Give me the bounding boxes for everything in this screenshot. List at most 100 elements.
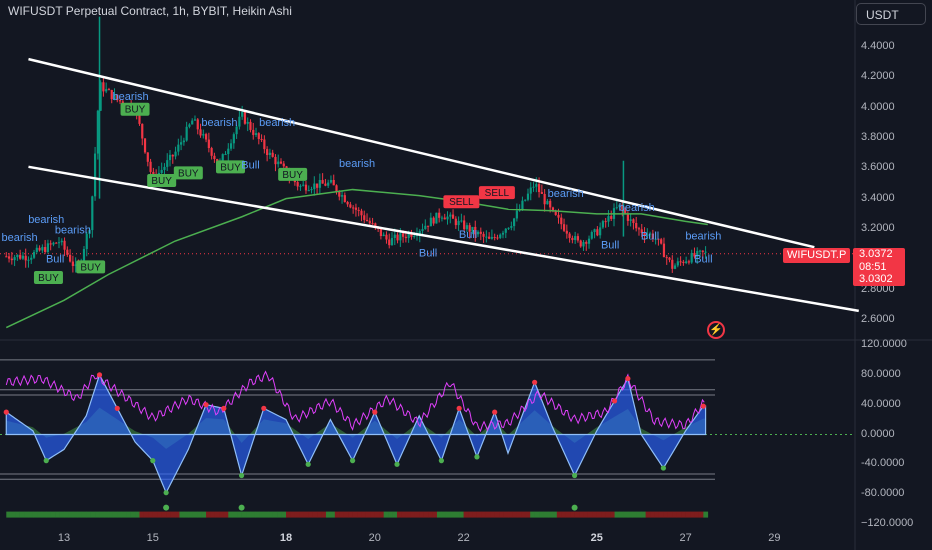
last-price: 3.0372: [859, 248, 893, 260]
candle-body: [565, 230, 568, 234]
state-bar-segment: [28, 511, 34, 518]
signal-label: BUY: [282, 170, 303, 181]
candle-body: [562, 224, 566, 231]
state-bar-segment: [343, 511, 349, 518]
currency-button[interactable]: USDT: [856, 3, 926, 25]
state-bar-segment: [650, 511, 655, 518]
candle-body: [185, 126, 188, 141]
state-bar-segment: [325, 511, 331, 518]
candle-body: [16, 254, 19, 258]
state-bar-segment: [512, 511, 518, 518]
state-bar-segment: [37, 511, 43, 518]
candle-body: [246, 121, 249, 124]
state-bar-segment: [15, 511, 20, 518]
state-bar-segment: [357, 511, 362, 518]
candle-body: [438, 212, 441, 218]
signal-badge: [443, 195, 480, 209]
osc-tick-label: 0.0000: [861, 427, 895, 440]
candle-body: [55, 242, 58, 244]
state-bar-segment: [214, 511, 220, 518]
candle-body: [673, 265, 677, 269]
osc-signal-dot: [239, 472, 245, 479]
candle-body: [382, 234, 385, 237]
state-bar-segment: [241, 511, 247, 518]
state-bar-segment: [259, 511, 265, 518]
signal-badge: [478, 186, 515, 200]
candle-body: [102, 82, 105, 92]
candle-body: [116, 94, 119, 101]
candle-body: [299, 185, 302, 187]
candle-body: [63, 240, 66, 250]
candle-body: [421, 229, 424, 231]
state-bar-segment: [130, 511, 136, 518]
signal-text: bearish: [55, 225, 91, 237]
candle-body: [82, 249, 86, 262]
state-bar-segment: [703, 511, 709, 518]
state-bar-segment: [157, 511, 162, 518]
state-bar-segment: [556, 511, 562, 518]
price-tick-label: 3.8000: [861, 131, 895, 143]
candle-body: [21, 255, 25, 259]
candle-body: [354, 207, 358, 210]
candle-body: [671, 259, 674, 269]
previous-price: 3.0302: [859, 273, 893, 286]
candle-body: [410, 233, 413, 237]
state-bar-segment: [339, 511, 345, 518]
state-bar-segment: [370, 511, 376, 518]
candle-body: [679, 261, 682, 263]
signal-label: BUY: [178, 168, 199, 179]
candle-body: [5, 256, 8, 258]
candle-body: [263, 139, 266, 150]
state-bar-segment: [59, 511, 65, 518]
candle-body: [576, 236, 580, 241]
state-bar-segment: [499, 511, 504, 518]
candle-body: [338, 192, 341, 197]
candle-body: [213, 155, 216, 160]
state-bar-segment: [525, 511, 531, 518]
candle-body: [532, 186, 535, 188]
state-bar-segment: [277, 511, 282, 518]
signal-badge: [216, 160, 245, 174]
candle-body: [91, 196, 94, 231]
state-bar-segment: [654, 511, 660, 518]
state-bar-segment: [561, 511, 567, 518]
candle-body: [57, 242, 61, 244]
candle-body: [329, 179, 333, 183]
candle-body: [357, 209, 360, 211]
candle-body: [180, 142, 183, 145]
state-bar-segment: [397, 511, 402, 518]
candle-body: [665, 257, 668, 259]
candle-body: [99, 82, 102, 111]
state-bar-segment: [41, 511, 47, 518]
candle-body: [188, 124, 191, 127]
candle-body: [501, 232, 505, 235]
candle-body: [274, 156, 277, 165]
candle-body: [346, 202, 349, 205]
candle-body: [402, 233, 405, 237]
signal-text: Bull: [459, 229, 477, 241]
candle-body: [451, 214, 455, 219]
state-bar-segment: [192, 511, 198, 518]
state-bar-segment: [294, 511, 300, 518]
candle-body: [513, 218, 516, 227]
candle-body: [221, 154, 224, 162]
state-bar-segment: [50, 511, 56, 518]
state-bar-segment: [490, 511, 495, 518]
state-bar-segment: [161, 511, 167, 518]
state-bar-segment: [64, 511, 69, 518]
state-bar-segment: [485, 511, 491, 518]
candle-body: [515, 210, 518, 219]
lightning-icon[interactable]: ⚡: [707, 321, 725, 339]
state-bar-segment: [206, 511, 211, 518]
candle-body: [52, 242, 55, 245]
state-bar-segment: [392, 511, 398, 518]
candle-body: [690, 253, 693, 263]
candle-body: [626, 213, 629, 221]
signal-text: Bull: [641, 231, 659, 243]
candle-body: [654, 238, 657, 240]
candle-body: [118, 100, 122, 102]
candle-body: [88, 230, 91, 234]
state-bar-segment: [690, 511, 695, 518]
osc-tick-label: 40.0000: [861, 397, 901, 410]
